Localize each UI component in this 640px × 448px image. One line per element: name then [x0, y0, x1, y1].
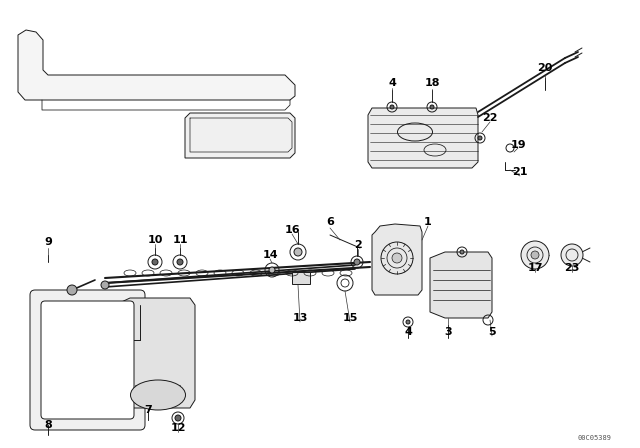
Circle shape	[101, 281, 109, 289]
Ellipse shape	[131, 380, 186, 410]
Polygon shape	[115, 298, 195, 408]
Text: 13: 13	[292, 313, 308, 323]
Polygon shape	[368, 108, 478, 168]
Circle shape	[269, 267, 275, 273]
Circle shape	[177, 259, 183, 265]
Text: 21: 21	[512, 167, 528, 177]
Circle shape	[406, 320, 410, 324]
Text: 16: 16	[284, 225, 300, 235]
Text: 18: 18	[424, 78, 440, 88]
FancyBboxPatch shape	[30, 290, 145, 430]
Text: 17: 17	[527, 263, 543, 273]
Text: 20: 20	[538, 63, 553, 73]
Text: 15: 15	[342, 313, 358, 323]
Polygon shape	[185, 113, 295, 158]
Circle shape	[531, 251, 539, 259]
Polygon shape	[430, 252, 492, 318]
Text: 6: 6	[326, 217, 334, 227]
Circle shape	[460, 250, 464, 254]
Circle shape	[392, 253, 402, 263]
Circle shape	[390, 105, 394, 109]
Text: 4: 4	[388, 78, 396, 88]
Circle shape	[521, 241, 549, 269]
Text: 11: 11	[172, 235, 188, 245]
Circle shape	[478, 136, 482, 140]
FancyBboxPatch shape	[41, 301, 134, 419]
Text: 5: 5	[488, 327, 496, 337]
Text: 23: 23	[564, 263, 580, 273]
Text: 22: 22	[483, 113, 498, 123]
Circle shape	[354, 259, 360, 265]
Circle shape	[152, 259, 158, 265]
Polygon shape	[372, 224, 422, 295]
Polygon shape	[18, 30, 295, 100]
Text: 2: 2	[354, 240, 362, 250]
Text: 7: 7	[144, 405, 152, 415]
Circle shape	[294, 248, 302, 256]
Circle shape	[430, 105, 434, 109]
Text: 3: 3	[444, 327, 452, 337]
Text: 1: 1	[424, 217, 432, 227]
Text: 8: 8	[44, 420, 52, 430]
Text: 00C05389: 00C05389	[578, 435, 612, 441]
Text: 9: 9	[44, 237, 52, 247]
Circle shape	[175, 415, 181, 421]
Text: 19: 19	[510, 140, 526, 150]
Bar	[292, 272, 310, 284]
Text: 4: 4	[404, 327, 412, 337]
Text: 12: 12	[170, 423, 186, 433]
Text: 10: 10	[147, 235, 163, 245]
Circle shape	[561, 244, 583, 266]
Text: 14: 14	[262, 250, 278, 260]
Circle shape	[67, 285, 77, 295]
